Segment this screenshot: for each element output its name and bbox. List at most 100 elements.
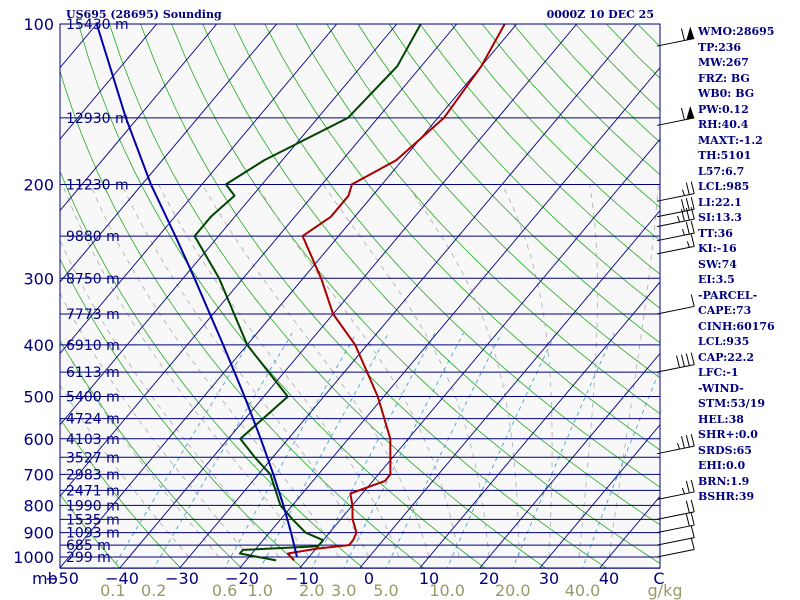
height-label: 5400 m [66,390,120,406]
pressure-tick-label: 800 [23,496,54,515]
stat-item: LI:22.1 [698,195,742,209]
mixing-ratio-line [446,332,557,568]
moist-adiabat [406,184,520,557]
mixing-ratio-tick-label: 1.0 [248,581,273,600]
stat-item: L57:6.7 [698,164,745,178]
isotherm [479,352,660,568]
wind-barb [656,434,695,455]
mixing-ratio-line [343,332,464,568]
isotherm [60,24,458,497]
stat-item: BRN:1.9 [698,474,750,488]
sounding-line [193,24,422,562]
height-label: 6113 m [66,365,120,381]
isotherm [60,24,278,283]
temperature-tick-label: 40 [599,569,619,588]
height-label: 11230 m [66,177,129,193]
mixing-ratio-line [582,368,660,568]
wind-barb [656,181,695,202]
isotherm [239,67,660,568]
isotherm [179,24,638,568]
sounding-line [95,24,298,558]
wind-barb [656,26,695,47]
dry-adiabat [202,24,660,526]
pressure-tick-label: 1000 [13,548,54,567]
height-label: 6910 m [66,338,120,354]
stat-item: STM:53/19 [698,397,765,410]
pressure-tick-label: 200 [23,175,54,194]
height-label: 3527 m [66,450,120,466]
isotherm [60,24,398,426]
height-label: 1093 m [66,526,120,542]
mixing-ratio-line [224,332,357,568]
wind-barbs [656,26,695,558]
pressure-tick-label: 900 [23,524,54,543]
mixing-ratio-tick-label: 10.0 [429,581,465,600]
mixing-ratio-tick-label: 0.1 [100,581,125,600]
wind-barb [656,352,695,373]
temperature-tick-label: −40 [105,569,139,588]
pressure-unit-label: mb [32,569,58,588]
temperature-tick-label: −20 [225,569,259,588]
stat-item: WB0: BG [698,87,755,100]
temperature-tick-label: −50 [45,569,79,588]
mixing-ratio-line [112,332,256,568]
stat-item: LFC:-1 [698,366,739,379]
stat-item: HEL:38 [698,412,744,426]
isotherm [539,424,660,568]
isotherm [119,24,578,568]
stat-item: SHR+:0.0 [698,428,758,441]
mixing-ratio-tick-label: 3.0 [331,581,356,600]
dry-adiabat [264,24,660,451]
wind-barb [656,499,695,520]
mixing-ratio-tick-label: 20.0 [495,581,531,600]
wind-barb [656,221,695,242]
stat-item: -PARCEL- [698,288,758,302]
isotherm [419,281,660,568]
isotherm [299,138,660,568]
wind-barb [656,206,695,228]
temperature-tick-label: 30 [539,569,559,588]
stat-item: SRDS:65 [698,443,752,457]
wind-barb [656,512,695,534]
stat-item: TT:36 [698,226,733,240]
stat-item: PW:0.12 [698,102,749,116]
pressure-tick-label: 400 [23,336,54,355]
isotherm [60,24,218,212]
height-label: 685 m [66,538,111,554]
stat-item: MAXT:-1.2 [698,133,763,147]
mixing-ratio-tick-label: 0.2 [141,581,166,600]
sounding-profiles [95,24,506,562]
height-label: 1990 m [66,498,120,514]
pressure-tick-label: 600 [23,430,54,449]
dry-adiabat [233,24,660,488]
dry-adiabat [295,24,660,415]
stat-item: MW:267 [698,56,749,69]
isotherms [60,24,660,568]
wind-barb [656,525,695,546]
wind-barb [656,105,695,126]
wind-barb [656,479,695,500]
stat-item: SW:74 [698,257,737,271]
mixing-ratio-tick-label: 40.0 [565,581,601,600]
axis-labels: 0.1 0.2 0.6 1.0 2.0 3.0 5.0 10.0 20.0 40.0 g/kg100… [13,15,682,600]
mixing-ratio-tick-label: 0.6 [212,581,237,600]
height-label: 4724 m [66,412,120,428]
stat-item: TP:236 [698,40,742,54]
stat-item: BSHR:39 [698,490,755,503]
plot-frame [59,23,661,569]
height-label: 299 m [66,550,111,566]
stat-item: EHI:0.0 [698,459,746,472]
moist-adiabat [202,184,430,558]
pressure-tick-label: 500 [23,388,54,407]
stat-item: -WIND- [698,381,744,395]
mixing-ratio-tick-label: 5.0 [373,581,398,600]
pressure-tick-label: 300 [23,269,54,288]
stat-item: EI:3.5 [698,273,735,286]
mixing-ratio-line [259,332,389,568]
temperature-tick-label: 0 [364,569,374,588]
stat-item: CINH:60176 [698,319,775,333]
dry-adiabat [326,24,660,379]
stat-item: TH:5101 [698,149,752,162]
stat-item: FRZ: BG [698,71,750,85]
wind-barb [656,294,695,315]
